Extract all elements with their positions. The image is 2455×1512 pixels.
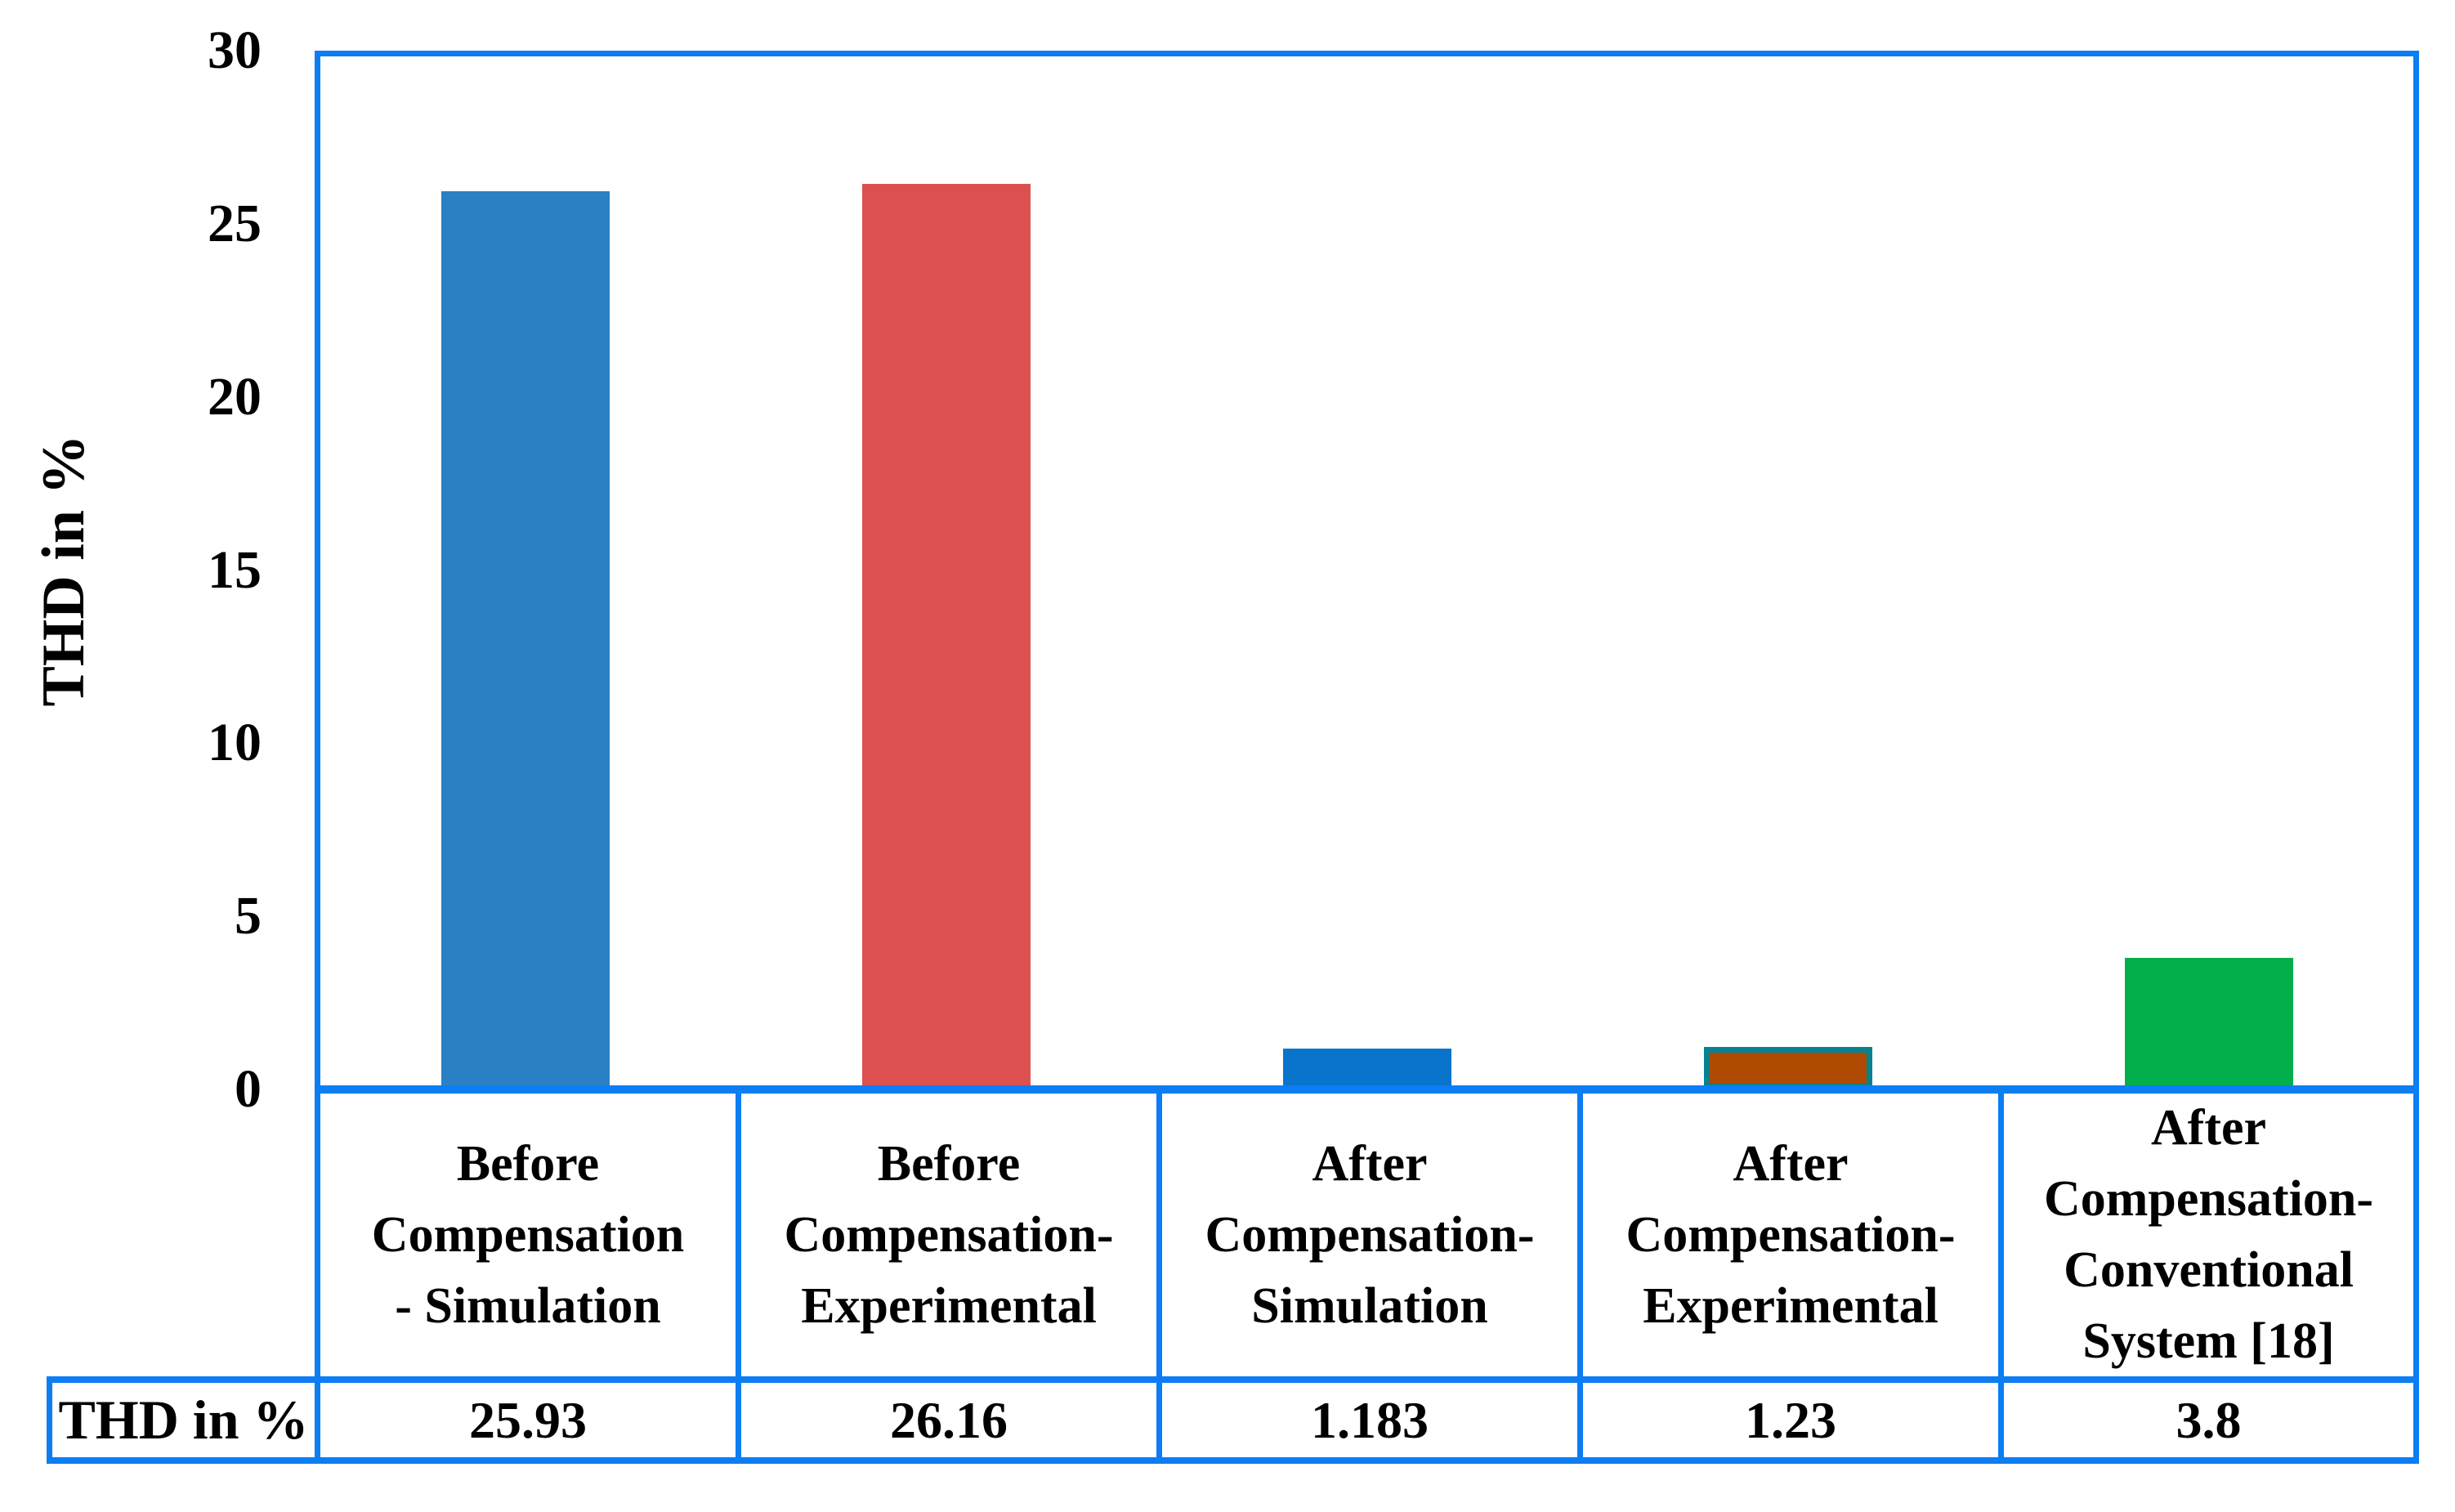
plot-area: [315, 51, 2419, 1089]
bar-4: [1704, 1047, 1872, 1089]
bar-2: [862, 184, 1031, 1089]
y-tick-label: 15: [208, 539, 262, 600]
bar-5: [2125, 958, 2293, 1089]
table-value-cell-2: 26.16: [736, 1383, 1156, 1457]
category-cell-5: After Compensation- Conventional System …: [1998, 1094, 2419, 1376]
category-cell-4: After Compensation- Experimental: [1577, 1094, 1998, 1376]
table-value-cell-3: 1.183: [1156, 1383, 1577, 1457]
table-mid-border: [47, 1376, 2419, 1383]
y-tick-label: 20: [208, 366, 262, 427]
category-cell-2: Before Compensation- Experimental: [736, 1094, 1156, 1376]
y-tick-label: 10: [208, 713, 262, 773]
x-axis-line: [315, 1085, 2419, 1094]
category-cell-1: Before Compensation - Simulation: [315, 1094, 736, 1376]
y-tick-label: 5: [235, 886, 262, 946]
table-value-cell-1: 25.93: [315, 1383, 736, 1457]
bar-1: [441, 191, 610, 1089]
bar-3: [1283, 1049, 1451, 1089]
category-cell-3: After Compensation- Simulation: [1156, 1094, 1577, 1376]
table-row-header: THD in %: [47, 1383, 315, 1457]
table-value-cell-5: 3.8: [1998, 1383, 2419, 1457]
y-tick-label: 25: [208, 193, 262, 253]
y-tick-label: 30: [208, 20, 262, 80]
table-bottom-border: [47, 1457, 2419, 1464]
y-tick-label: 0: [235, 1059, 262, 1119]
table-value-cell-4: 1.23: [1577, 1383, 1998, 1457]
